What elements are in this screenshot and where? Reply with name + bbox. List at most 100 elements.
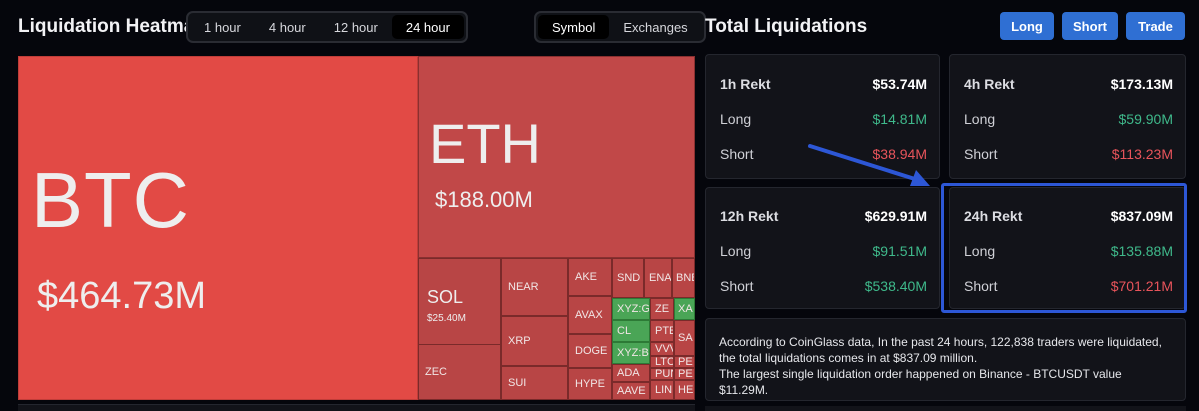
long-label: Long [720, 243, 752, 259]
treemap-tile-eth[interactable]: ETH $188.00M [418, 56, 695, 258]
tab-4-hour[interactable]: 4 hour [268, 19, 306, 35]
divider [18, 404, 695, 411]
long-button[interactable]: Long [1000, 12, 1054, 40]
short-value: $38.94M [872, 146, 927, 162]
tab-1-hour[interactable]: 1 hour [204, 19, 241, 35]
tile-symbol: XYZ:B [617, 347, 649, 359]
tab-24-hour[interactable]: 24 hour [391, 15, 464, 39]
tile-symbol: SUI [508, 377, 527, 389]
card-heading: 1h Rekt [720, 76, 771, 92]
tile-symbol: LIN [655, 384, 673, 396]
card-heading: 4h Rekt [964, 76, 1015, 92]
tile-symbol: ENA [649, 272, 672, 284]
long-value: $91.51M [872, 243, 927, 259]
treemap-tile[interactable]: SUI [501, 366, 568, 400]
short-label: Short [720, 146, 754, 162]
card-heading: 24h Rekt [964, 208, 1023, 224]
treemap-tile[interactable]: HE [674, 380, 695, 400]
treemap-tile[interactable]: BNB [672, 258, 695, 298]
tile-symbol: CL [617, 325, 632, 337]
tile-symbol: ZEC [425, 366, 447, 378]
treemap-tile[interactable]: AKE [568, 258, 612, 296]
tile-symbol: ETH [429, 112, 541, 175]
tile-symbol: PE [678, 356, 693, 368]
tile-symbol: VVV [655, 343, 673, 355]
tile-symbol: PE [678, 368, 693, 380]
short-label: Short [964, 146, 998, 162]
tile-symbol: XRP [508, 335, 531, 347]
treemap-tile[interactable]: XRP [501, 316, 568, 366]
treemap-tile[interactable]: XYZ:B [612, 342, 650, 364]
treemap-tile[interactable]: NEAR [501, 258, 568, 316]
treemap-tile[interactable]: AVAX [568, 296, 612, 334]
card-total: $629.91M [864, 208, 927, 224]
treemap-tile[interactable]: XA [674, 298, 695, 320]
card-total: $173.13M [1110, 76, 1173, 92]
divider [705, 406, 1186, 411]
short-value: $113.23M [1111, 146, 1173, 162]
tile-symbol: AVAX [575, 309, 603, 321]
trade-button[interactable]: Trade [1126, 12, 1185, 40]
short-button[interactable]: Short [1062, 12, 1118, 40]
tab-exchanges[interactable]: Exchanges [623, 19, 688, 35]
tile-symbol: DOGE [575, 345, 608, 357]
tile-value: $188.00M [435, 187, 533, 212]
card-12h-rekt: 12h Rekt $629.91M Long $91.51M Short $538.4… [705, 187, 940, 309]
card-total: $53.74M [872, 76, 927, 92]
time-range-tabs: 1 hour 4 hour 12 hour 24 hour [186, 11, 468, 43]
page-title: Liquidation Heatmap [18, 16, 206, 37]
long-value: $14.81M [872, 111, 927, 127]
tile-symbol: LTC [655, 356, 674, 368]
short-value: $701.21M [1110, 278, 1173, 294]
treemap-tile[interactable]: VVV [650, 342, 674, 356]
tile-symbol: BNB [676, 272, 694, 284]
treemap-tile[interactable]: ENA [644, 258, 672, 298]
tile-symbol: HE [678, 384, 694, 396]
treemap-tile[interactable]: SND [612, 258, 644, 298]
treemap-tile[interactable]: ZE [650, 298, 674, 320]
short-label: Short [720, 278, 754, 294]
long-label: Long [964, 243, 996, 259]
card-24h-rekt: 24h Rekt $837.09M Long $135.88M Short $701.… [949, 187, 1186, 309]
long-value: $59.90M [1118, 111, 1173, 127]
tile-value: $25.40M [427, 313, 466, 324]
treemap-tile[interactable]: CL [612, 320, 650, 342]
tile-symbol: PTE [655, 325, 673, 337]
tile-symbol: XYZ:G [617, 303, 650, 315]
treemap-tile-btc[interactable]: BTC $464.73M [18, 56, 418, 400]
card-4h-rekt: 4h Rekt $173.13M Long $59.90M Short $113.23… [949, 54, 1186, 179]
treemap-tile[interactable]: ZEC [418, 344, 501, 400]
long-label: Long [964, 111, 996, 127]
long-label: Long [720, 111, 752, 127]
treemap-tile[interactable]: LTC [650, 356, 674, 368]
long-value: $135.88M [1110, 243, 1173, 259]
tile-symbol: SA [678, 332, 693, 344]
card-heading: 12h Rekt [720, 208, 779, 224]
treemap-tile[interactable]: PUN [650, 368, 674, 380]
treemap-tile[interactable]: AAVE [612, 382, 650, 400]
treemap-tile[interactable]: PE [674, 356, 695, 368]
short-value: $538.40M [864, 278, 927, 294]
tile-value: $464.73M [37, 275, 207, 317]
treemap-tile[interactable]: SA [674, 320, 695, 356]
treemap-tile[interactable]: ADA [612, 364, 650, 382]
treemap-tile[interactable]: DOGE [568, 334, 612, 368]
tab-symbol[interactable]: Symbol [538, 15, 610, 39]
tile-symbol: PUN [655, 368, 673, 380]
summary-line-1: According to CoinGlass data, In the past… [719, 335, 1162, 365]
treemap-tile[interactable]: PTE [650, 320, 674, 342]
tile-symbol: NEAR [508, 281, 539, 293]
treemap-tile[interactable]: XYZ:G [612, 298, 650, 320]
liquidation-summary: According to CoinGlass data, In the past… [705, 318, 1186, 401]
tab-12-hour[interactable]: 12 hour [333, 19, 378, 35]
tile-symbol: ZE [655, 303, 670, 315]
treemap-tile[interactable]: PE [674, 368, 695, 380]
tile-symbol: SOL [427, 287, 464, 307]
treemap-tile[interactable]: LIN [650, 380, 674, 400]
treemap-tile[interactable]: HYPE [568, 368, 612, 400]
card-total: $837.09M [1110, 208, 1173, 224]
card-1h-rekt: 1h Rekt $53.74M Long $14.81M Short $38.94M [705, 54, 940, 179]
tile-symbol: BTC [31, 156, 190, 244]
tile-symbol: AAVE [617, 385, 646, 397]
summary-line-2: The largest single liquidation order hap… [719, 367, 1122, 397]
